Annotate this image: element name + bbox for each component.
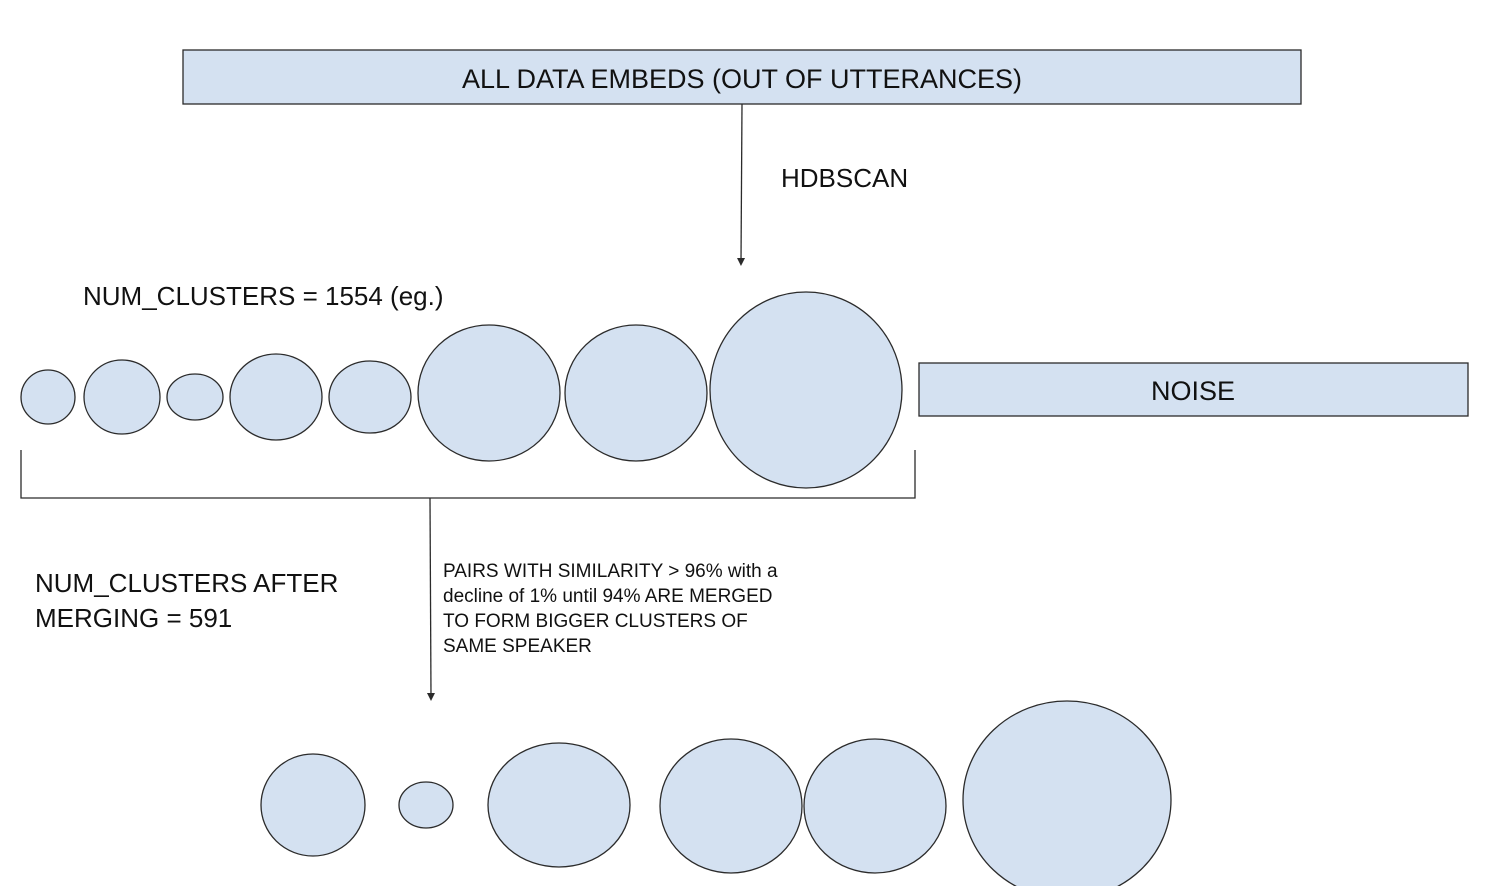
merged-cluster-circle	[398, 781, 454, 829]
merge-rule-line2: decline of 1% until 94% ARE MERGED	[443, 586, 773, 607]
merge-rule-line1: PAIRS WITH SIMILARITY > 96% with a	[443, 561, 778, 582]
num-clusters-before-label: NUM_CLUSTERS = 1554 (eg.)	[83, 281, 444, 311]
merged-cluster-circle	[659, 738, 803, 874]
all-data-embeds-label: ALL DATA EMBEDS (OUT OF UTTERANCES)	[462, 64, 1022, 94]
num-clusters-after-label-line1: NUM_CLUSTERS AFTER	[35, 568, 338, 598]
merged-cluster-circle	[260, 753, 366, 857]
merged-cluster-circle	[487, 742, 631, 868]
cluster-circle	[564, 324, 708, 462]
hdbscan-arrow	[737, 103, 746, 266]
cluster-circle	[709, 291, 903, 489]
hdbscan-label: HDBSCAN	[781, 163, 908, 193]
cluster-circle	[229, 353, 323, 441]
cluster-bracket	[20, 450, 916, 499]
merged-cluster-circle	[962, 700, 1172, 886]
merged-cluster-circle	[803, 738, 947, 874]
merge-rule-line4: SAME SPEAKER	[443, 636, 592, 657]
noise-box	[918, 362, 1469, 417]
merge-arrow	[426, 497, 435, 701]
all-data-embeds-box	[182, 49, 1302, 105]
cluster-circle	[328, 360, 412, 434]
cluster-circle	[83, 359, 161, 435]
num-clusters-after-label-line2: MERGING = 591	[35, 603, 232, 633]
cluster-circle	[417, 324, 561, 462]
noise-label: NOISE	[1151, 376, 1235, 406]
cluster-circle	[20, 369, 76, 425]
cluster-circle	[166, 373, 224, 421]
merge-rule-line3: TO FORM BIGGER CLUSTERS OF	[443, 611, 748, 632]
